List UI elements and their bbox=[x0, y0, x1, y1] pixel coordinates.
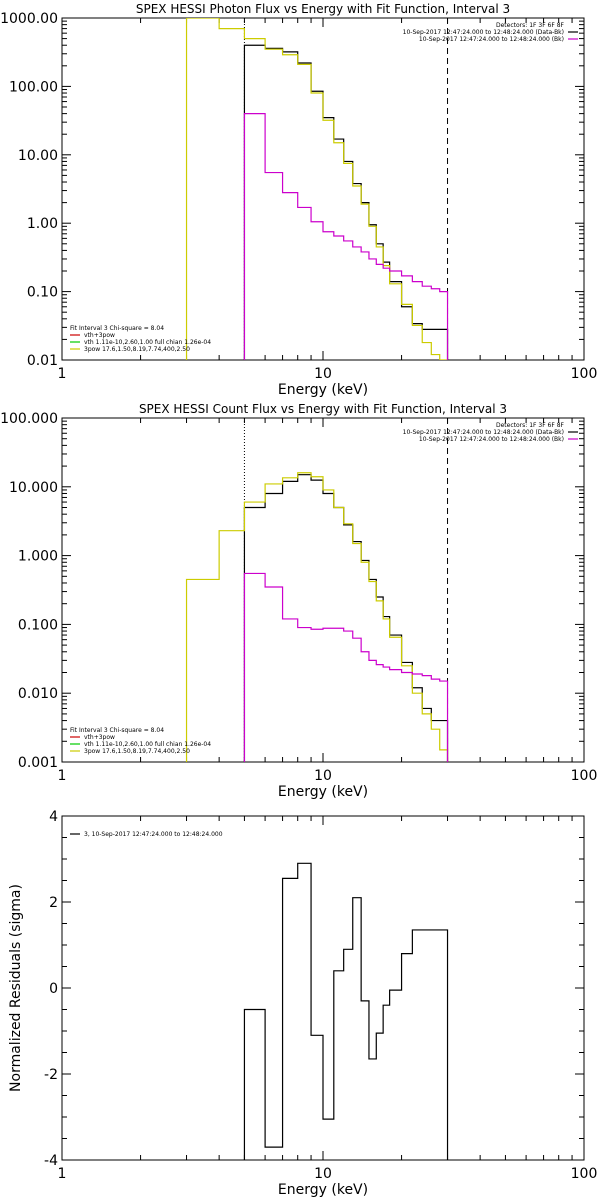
y-tick-label: 100.000 bbox=[0, 411, 58, 427]
fit-legend-label: vth+3pow bbox=[84, 332, 115, 339]
x-tick-label: 1 bbox=[58, 768, 67, 784]
chart-panel-1 bbox=[61, 17, 585, 361]
legend-entry-label: 10-Sep-2017 12:47:24.000 to 12:48:24.000… bbox=[419, 436, 564, 443]
y-tick-label: 1000.00 bbox=[0, 11, 58, 27]
x-tick-label: 10 bbox=[314, 768, 332, 784]
legend-entry-label: 10-Sep-2017 12:47:24.000 to 12:48:24.000… bbox=[419, 36, 564, 43]
fit-legend-label: 3pow 17.6,1.50,8.19,7.74,400,2.50 bbox=[84, 346, 190, 353]
series-line bbox=[185, 472, 449, 762]
y-tick-label: -4 bbox=[44, 1153, 58, 1169]
chart-title: SPEX HESSI Photon Flux vs Energy with Fi… bbox=[136, 2, 510, 16]
legend-entry-label: 10-Sep-2017 12:47:24.000 to 12:48:24.000… bbox=[403, 29, 564, 36]
legend-entry-label: Detectors: 1F 3F 6F 8F bbox=[496, 22, 565, 29]
series-line bbox=[243, 572, 449, 762]
x-tick-label: 1 bbox=[58, 366, 67, 382]
chart-panel-2 bbox=[61, 417, 585, 763]
x-tick-label: 10 bbox=[314, 366, 332, 382]
fit-legend-label: vth+3pow bbox=[84, 734, 115, 741]
series-line bbox=[243, 113, 449, 360]
fit-legend-label: vth 1.11e-10,2.60,1.00 full chian 1.26e-… bbox=[84, 339, 211, 346]
plot-frame bbox=[61, 417, 585, 763]
y-tick-label: 0 bbox=[49, 981, 58, 997]
x-axis-label: Energy (keV) bbox=[278, 382, 368, 398]
x-tick-label: 100 bbox=[571, 1166, 598, 1182]
y-tick-label: -2 bbox=[44, 1067, 58, 1083]
x-axis-label: Energy (keV) bbox=[278, 1182, 368, 1198]
plot-frame bbox=[61, 17, 585, 361]
fit-legend-header: Fit Interval 3 Chi-square = 8.04 bbox=[70, 325, 164, 332]
y-tick-label: 0.01 bbox=[27, 353, 58, 369]
y-tick-label: 10.00 bbox=[18, 148, 58, 164]
legend-entry-label: Detectors: 1F 3F 6F 8F bbox=[496, 422, 565, 429]
y-tick-label: 10.000 bbox=[9, 480, 58, 496]
series-line bbox=[185, 18, 448, 360]
chart-panel-3 bbox=[61, 815, 585, 1161]
x-tick-label: 100 bbox=[571, 366, 598, 382]
legend-entry-label: 10-Sep-2017 12:47:24.000 to 12:48:24.000… bbox=[403, 429, 564, 436]
x-tick-label: 100 bbox=[571, 768, 598, 784]
y-tick-label: 2 bbox=[49, 895, 58, 911]
series-line bbox=[243, 474, 449, 762]
y-tick-label: 100.00 bbox=[9, 79, 58, 95]
y-axis-label: Normalized Residuals (sigma) bbox=[8, 884, 24, 1092]
y-tick-label: 1.000 bbox=[18, 549, 58, 565]
fit-legend-label: vth 1.11e-10,2.60,1.00 full chian 1.26e-… bbox=[84, 741, 211, 748]
y-tick-label: 0.010 bbox=[18, 686, 58, 702]
y-tick-label: 1.00 bbox=[27, 216, 58, 232]
y-tick-label: 0.100 bbox=[18, 617, 58, 633]
series-line bbox=[243, 44, 449, 360]
legend-entry-label: 3, 10-Sep-2017 12:47:24.000 to 12:48:24.… bbox=[84, 831, 223, 838]
series-line bbox=[243, 862, 449, 1160]
fit-legend-header: Fit Interval 3 Chi-square = 8.04 bbox=[70, 727, 164, 734]
x-tick-label: 10 bbox=[314, 1166, 332, 1182]
x-axis-label: Energy (keV) bbox=[278, 784, 368, 800]
chart-title: SPEX HESSI Count Flux vs Energy with Fit… bbox=[139, 402, 507, 416]
y-tick-label: 0.001 bbox=[18, 755, 58, 771]
fit-legend-label: 3pow 17.6,1.50,8.19,7.74,400,2.50 bbox=[84, 748, 190, 755]
y-tick-label: 0.10 bbox=[27, 285, 58, 301]
y-tick-label: 4 bbox=[49, 809, 58, 825]
x-tick-label: 1 bbox=[58, 1166, 67, 1182]
